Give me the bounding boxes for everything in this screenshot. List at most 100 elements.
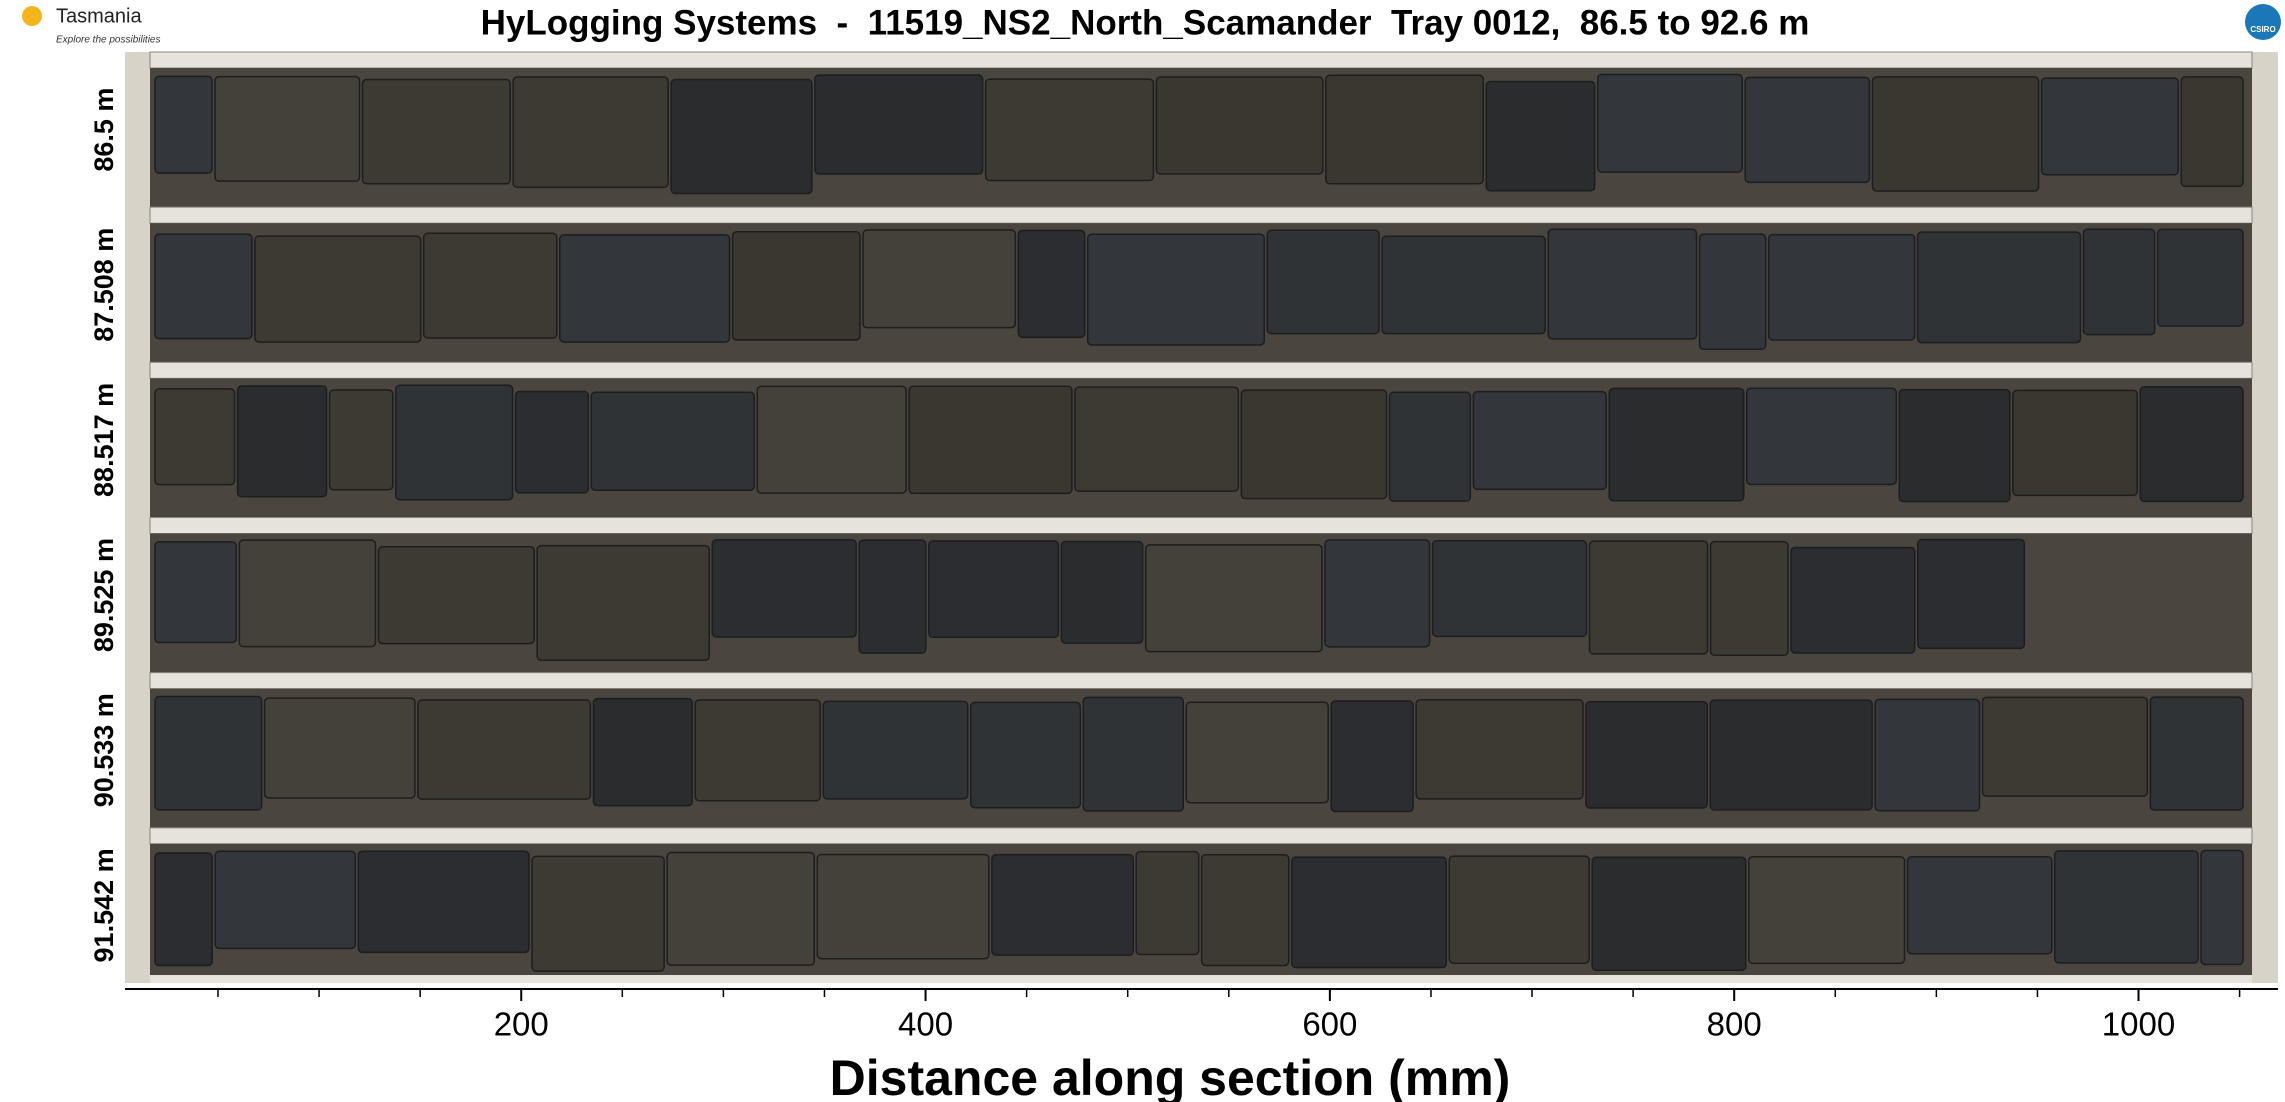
core-piece (1608, 387, 1745, 502)
core-piece (214, 850, 357, 950)
core-piece (1981, 696, 2149, 797)
core-piece (2149, 696, 2244, 811)
core-piece (236, 385, 328, 498)
core-piece (1472, 390, 1608, 491)
core-piece (214, 75, 361, 182)
core-piece (1266, 229, 1380, 335)
row-depth-label: 86.5 m (89, 88, 119, 172)
x-axis: 200 400 600 800 1000 (125, 988, 2278, 1043)
core-piece (1916, 231, 2082, 344)
tasmania-logo: Tasmania Explore the possibilities (22, 5, 161, 46)
core-piece (2139, 385, 2244, 503)
row-depth-label: 87.508 m (89, 228, 119, 342)
core-piece (531, 855, 665, 972)
core-piece (711, 539, 857, 638)
core-piece (154, 75, 213, 174)
core-piece (328, 389, 394, 491)
core-piece (536, 544, 711, 662)
core-piece (422, 232, 558, 339)
core-piece (254, 235, 422, 343)
core-piece (2156, 228, 2244, 327)
bottom-rail (150, 975, 2252, 983)
core-piece (1871, 76, 2040, 192)
core-tray: 86.5 m 87.508 m 88.517 m 89.525 m 90.533 m 91… (89, 51, 2278, 983)
core-piece (1747, 856, 1906, 965)
core-piece (512, 76, 669, 189)
core-piece (154, 695, 263, 811)
core-piece (361, 78, 511, 185)
core-piece (984, 78, 1155, 182)
logo-tagline: Explore the possibilities (56, 35, 161, 46)
logo-sun (22, 6, 42, 26)
core-piece (814, 74, 984, 175)
core-piece (756, 385, 907, 494)
core-piece (2180, 76, 2244, 188)
core-piece (1744, 76, 1871, 184)
core-piece (357, 850, 530, 954)
core-piece (1588, 540, 1709, 655)
core-piece (822, 700, 969, 800)
row-depth-label: 89.525 m (89, 538, 119, 652)
core-piece (154, 541, 238, 644)
x-tick-label: 200 (494, 1006, 549, 1043)
core-piece (1082, 696, 1184, 812)
core-piece (1585, 700, 1709, 809)
core-piece (1017, 229, 1086, 339)
core-piece (969, 701, 1082, 809)
divider-rail (149, 361, 2253, 379)
x-tick-label: 600 (1302, 1006, 1357, 1043)
core-piece (417, 699, 592, 800)
core-piece (1745, 387, 1898, 486)
core-piece (1709, 540, 1789, 657)
core-piece (1185, 701, 1329, 804)
core-piece (858, 539, 927, 654)
core-piece (1330, 700, 1414, 813)
core-piece (862, 229, 1017, 329)
divider-rail (149, 672, 2253, 690)
core-piece (928, 540, 1060, 639)
core-piece (666, 851, 816, 966)
tray-left-edge (125, 52, 150, 983)
core-piece (1144, 544, 1323, 653)
core-piece (377, 546, 535, 645)
core-piece (395, 384, 514, 501)
core-piece (1200, 854, 1290, 967)
core-piece (1591, 856, 1747, 972)
core-piece (1291, 856, 1448, 969)
logo-text: Tasmania (56, 5, 142, 27)
x-axis-label: Distance along section (mm) (830, 1050, 1511, 1102)
core-piece (154, 233, 253, 340)
core-piece (908, 385, 1073, 495)
core-piece (154, 852, 213, 967)
core-piece (1916, 538, 2026, 650)
row-depth-label: 91.542 m (89, 848, 119, 962)
core-piece (590, 391, 756, 491)
core-piece (1767, 233, 1916, 341)
core-piece (1898, 388, 2011, 503)
core-piece (263, 697, 416, 799)
core-piece (1485, 80, 1596, 192)
core-piece (1060, 540, 1144, 644)
core-piece (1074, 386, 1240, 492)
row-depth-label: 90.533 m (89, 693, 119, 807)
core-piece (1381, 235, 1546, 335)
core-piece (731, 231, 861, 341)
core-piece (2200, 849, 2244, 966)
core-piece (1325, 74, 1485, 185)
divider-rail (149, 517, 2253, 534)
x-tick-label: 400 (898, 1006, 953, 1043)
x-tick-label: 800 (1707, 1006, 1762, 1043)
title: HyLogging Systems - 11519_NS2_North_Scam… (481, 3, 1810, 42)
core-piece (1790, 546, 1916, 654)
core-piece (1431, 539, 1588, 638)
csiro-logo: CSIRO (2245, 4, 2281, 40)
tray-right-edge (2252, 52, 2278, 983)
core-piece (1698, 233, 1767, 350)
core-piece (2012, 389, 2138, 497)
core-piece (1086, 233, 1265, 346)
core-piece (592, 697, 693, 807)
core-piece (1324, 539, 1431, 648)
logo-circle (2245, 4, 2281, 40)
core-piece (816, 853, 990, 960)
core-piece (1596, 73, 1743, 173)
